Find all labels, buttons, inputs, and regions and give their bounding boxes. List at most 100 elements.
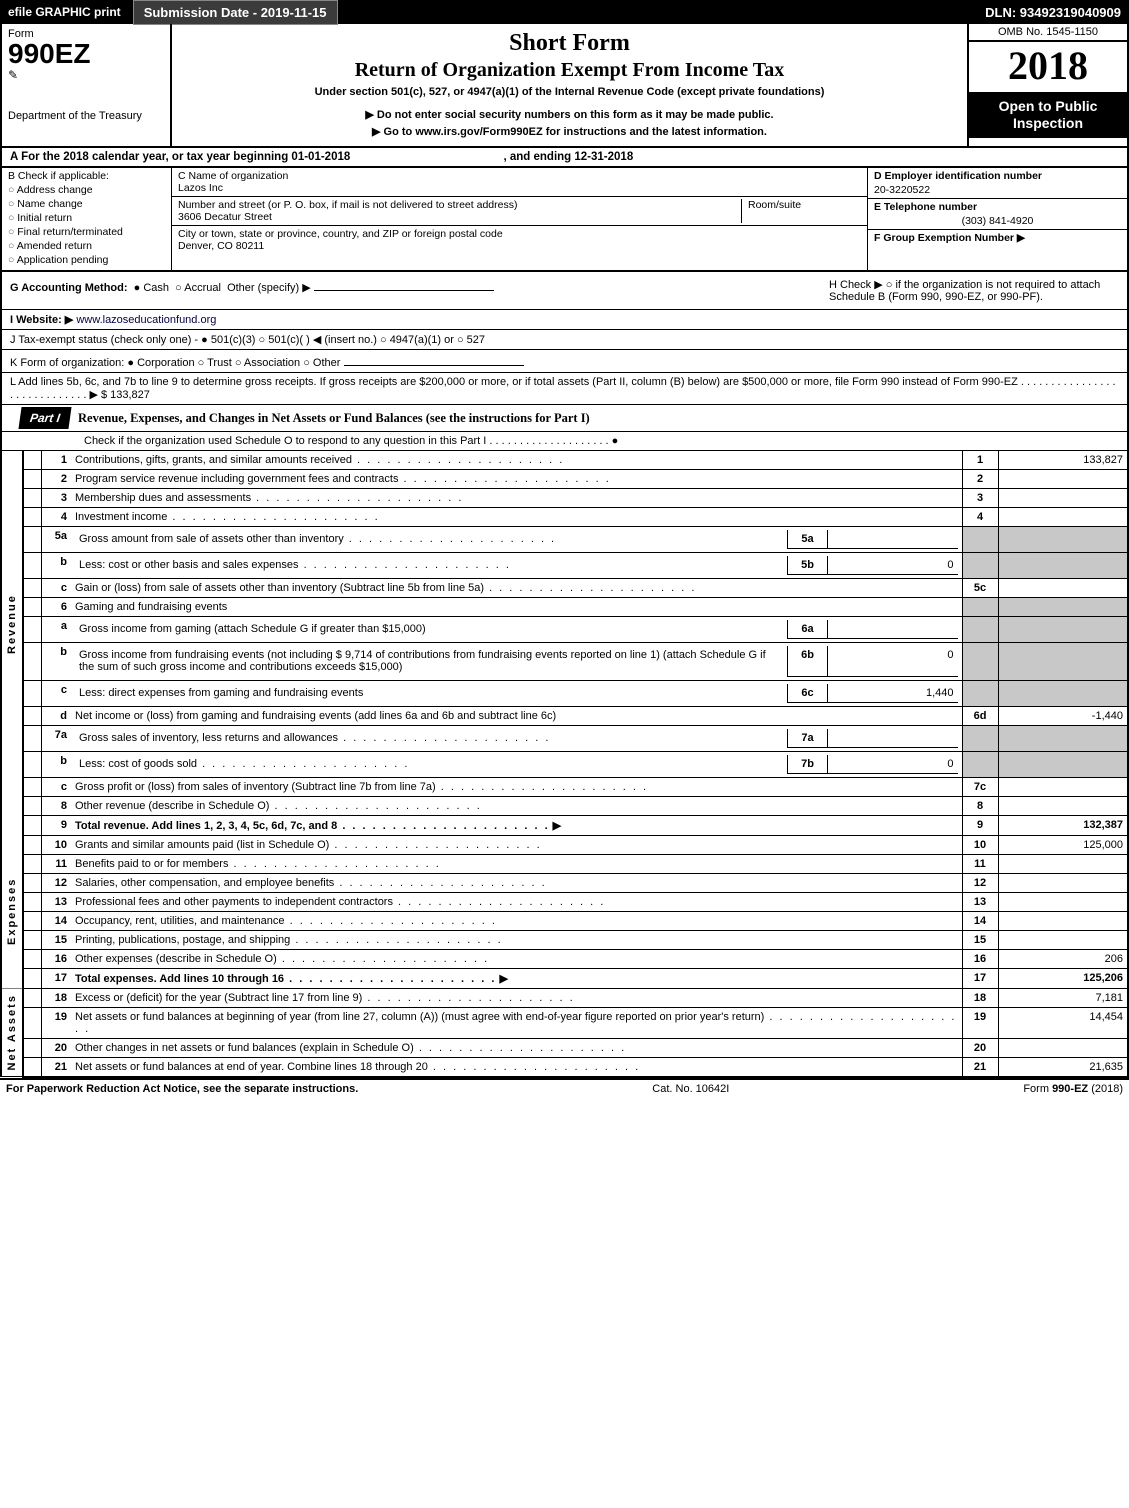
l9-desc: Total revenue. Add lines 1, 2, 3, 4, 5c,… [71, 815, 962, 835]
l6d-num: d [41, 706, 71, 725]
form-header: Form 990EZ ✎ Department of the Treasury … [0, 24, 1129, 148]
l20-num: 20 [41, 1038, 71, 1057]
l6c-mini: 6c [788, 684, 828, 703]
l21-val: 21,635 [998, 1057, 1128, 1077]
l5a-minival [828, 530, 958, 549]
form-end: Form 990-EZ (2018) [1023, 1083, 1123, 1095]
chk-address-change[interactable]: Address change [8, 184, 165, 196]
l5a-num: 5a [41, 527, 71, 553]
period-begin: A For the 2018 calendar year, or tax yea… [10, 151, 350, 163]
l6d-val: -1,440 [998, 706, 1128, 725]
l13-col: 13 [962, 892, 998, 911]
g-other-fill[interactable] [314, 278, 494, 291]
l3-num: 3 [41, 489, 71, 508]
l15-col: 15 [962, 930, 998, 949]
l6d-desc: Net income or (loss) from gaming and fun… [71, 706, 962, 725]
lines-table: Revenue 1 Contributions, gifts, grants, … [0, 451, 1129, 1078]
l19-col: 19 [962, 1007, 998, 1038]
l7b-desc-wrap: Less: cost of goods sold 7b 0 [71, 751, 962, 777]
l9-val: 132,387 [998, 815, 1128, 835]
row-j: J Tax-exempt status (check only one) - ●… [0, 330, 1129, 350]
part1-sub: Check if the organization used Schedule … [0, 432, 1129, 451]
l17-num: 17 [41, 968, 71, 988]
goto-text[interactable]: ▶ Go to www.irs.gov/Form990EZ for instru… [372, 126, 767, 138]
form-end-bold: 990-EZ [1052, 1083, 1088, 1095]
l4-num: 4 [41, 508, 71, 527]
header-right: OMB No. 1545-1150 2018 Open to Public In… [967, 24, 1127, 146]
l5b-mini: 5b [788, 556, 828, 575]
l12-col: 12 [962, 873, 998, 892]
l16-col: 16 [962, 949, 998, 968]
l2-val [998, 470, 1128, 489]
d-value: 20-3220522 [874, 184, 1121, 196]
l1-val: 133,827 [998, 451, 1128, 470]
l6-num: 6 [41, 598, 71, 617]
tax-year: 2018 [969, 42, 1127, 92]
j-text: J Tax-exempt status (check only one) - ●… [10, 334, 485, 346]
header-left: Form 990EZ ✎ Department of the Treasury [2, 24, 172, 146]
chk-application-pending[interactable]: Application pending [8, 254, 165, 266]
l16-val: 206 [998, 949, 1128, 968]
l19-num: 19 [41, 1007, 71, 1038]
l18-col: 18 [962, 988, 998, 1007]
l6c-minival: 1,440 [828, 684, 958, 703]
l3-val [998, 489, 1128, 508]
row-addr: Number and street (or P. O. box, if mail… [172, 197, 867, 226]
g-cash[interactable]: Cash [143, 282, 169, 294]
efile-label[interactable]: efile GRAPHIC print [0, 2, 129, 22]
chk-initial-return[interactable]: Initial return [8, 212, 165, 224]
part1-badge: Part I [18, 407, 71, 429]
chk-amended[interactable]: Amended return [8, 240, 165, 252]
l5a-col-shade [962, 527, 998, 553]
under-section: Under section 501(c), 527, or 4947(a)(1)… [182, 86, 957, 98]
l19-desc: Net assets or fund balances at beginning… [71, 1007, 962, 1038]
chk-name-change[interactable]: Name change [8, 198, 165, 210]
omb-number: OMB No. 1545-1150 [969, 24, 1127, 42]
l5a-desc-wrap: Gross amount from sale of assets other t… [71, 527, 962, 553]
l7c-desc: Gross profit or (loss) from sales of inv… [71, 777, 962, 796]
g-other[interactable]: Other (specify) ▶ [227, 282, 311, 294]
k-other-fill[interactable] [344, 353, 524, 366]
l15-val [998, 930, 1128, 949]
l5b-desc-wrap: Less: cost or other basis and sales expe… [71, 553, 962, 579]
l7c-col: 7c [962, 777, 998, 796]
header-center: Short Form Return of Organization Exempt… [172, 24, 967, 146]
l10-col: 10 [962, 835, 998, 854]
l11-desc: Benefits paid to or for members [71, 854, 962, 873]
l18-val: 7,181 [998, 988, 1128, 1007]
l7a-num: 7a [41, 725, 71, 751]
l5a-val-shade [998, 527, 1128, 553]
no-ssn-note: ▶ Do not enter social security numbers o… [182, 108, 957, 121]
row-l: L Add lines 5b, 6c, and 7b to line 9 to … [0, 373, 1129, 405]
l15-desc: Printing, publications, postage, and shi… [71, 930, 962, 949]
e-value: (303) 841-4920 [874, 215, 1121, 227]
l6b-mini: 6b [788, 646, 828, 676]
l13-desc: Professional fees and other payments to … [71, 892, 962, 911]
l6a-num: a [41, 617, 71, 643]
l3-desc: Membership dues and assessments [71, 489, 962, 508]
l10-num: 10 [41, 835, 71, 854]
website-link[interactable]: www.lazoseducationfund.org [76, 314, 216, 326]
side-netassets: Net Assets [1, 988, 23, 1077]
goto-link-line: ▶ Go to www.irs.gov/Form990EZ for instru… [182, 125, 957, 138]
addr-value: 3606 Decatur Street [178, 211, 272, 223]
addr-label: Number and street (or P. O. box, if mail… [178, 199, 517, 211]
chk-final-return[interactable]: Final return/terminated [8, 226, 165, 238]
l19-val: 14,454 [998, 1007, 1128, 1038]
row-i: I Website: ▶ www.lazoseducationfund.org [0, 310, 1129, 330]
submission-date-button[interactable]: Submission Date - 2019-11-15 [133, 0, 338, 25]
l1-desc: Contributions, gifts, grants, and simila… [71, 451, 962, 470]
l6d-col: 6d [962, 706, 998, 725]
l7a-mini: 7a [788, 729, 828, 748]
l8-col: 8 [962, 796, 998, 815]
g-accrual[interactable]: Accrual [184, 282, 221, 294]
g-label: G Accounting Method: [10, 282, 128, 294]
l21-num: 21 [41, 1057, 71, 1077]
l6c-desc-wrap: Less: direct expenses from gaming and fu… [71, 680, 962, 706]
l6c-num: c [41, 680, 71, 706]
l9-num: 9 [41, 815, 71, 835]
dln-label: DLN: 93492319040909 [985, 5, 1129, 20]
side-rev-cont [1, 796, 23, 835]
l2-desc: Program service revenue including govern… [71, 470, 962, 489]
l12-desc: Salaries, other compensation, and employ… [71, 873, 962, 892]
